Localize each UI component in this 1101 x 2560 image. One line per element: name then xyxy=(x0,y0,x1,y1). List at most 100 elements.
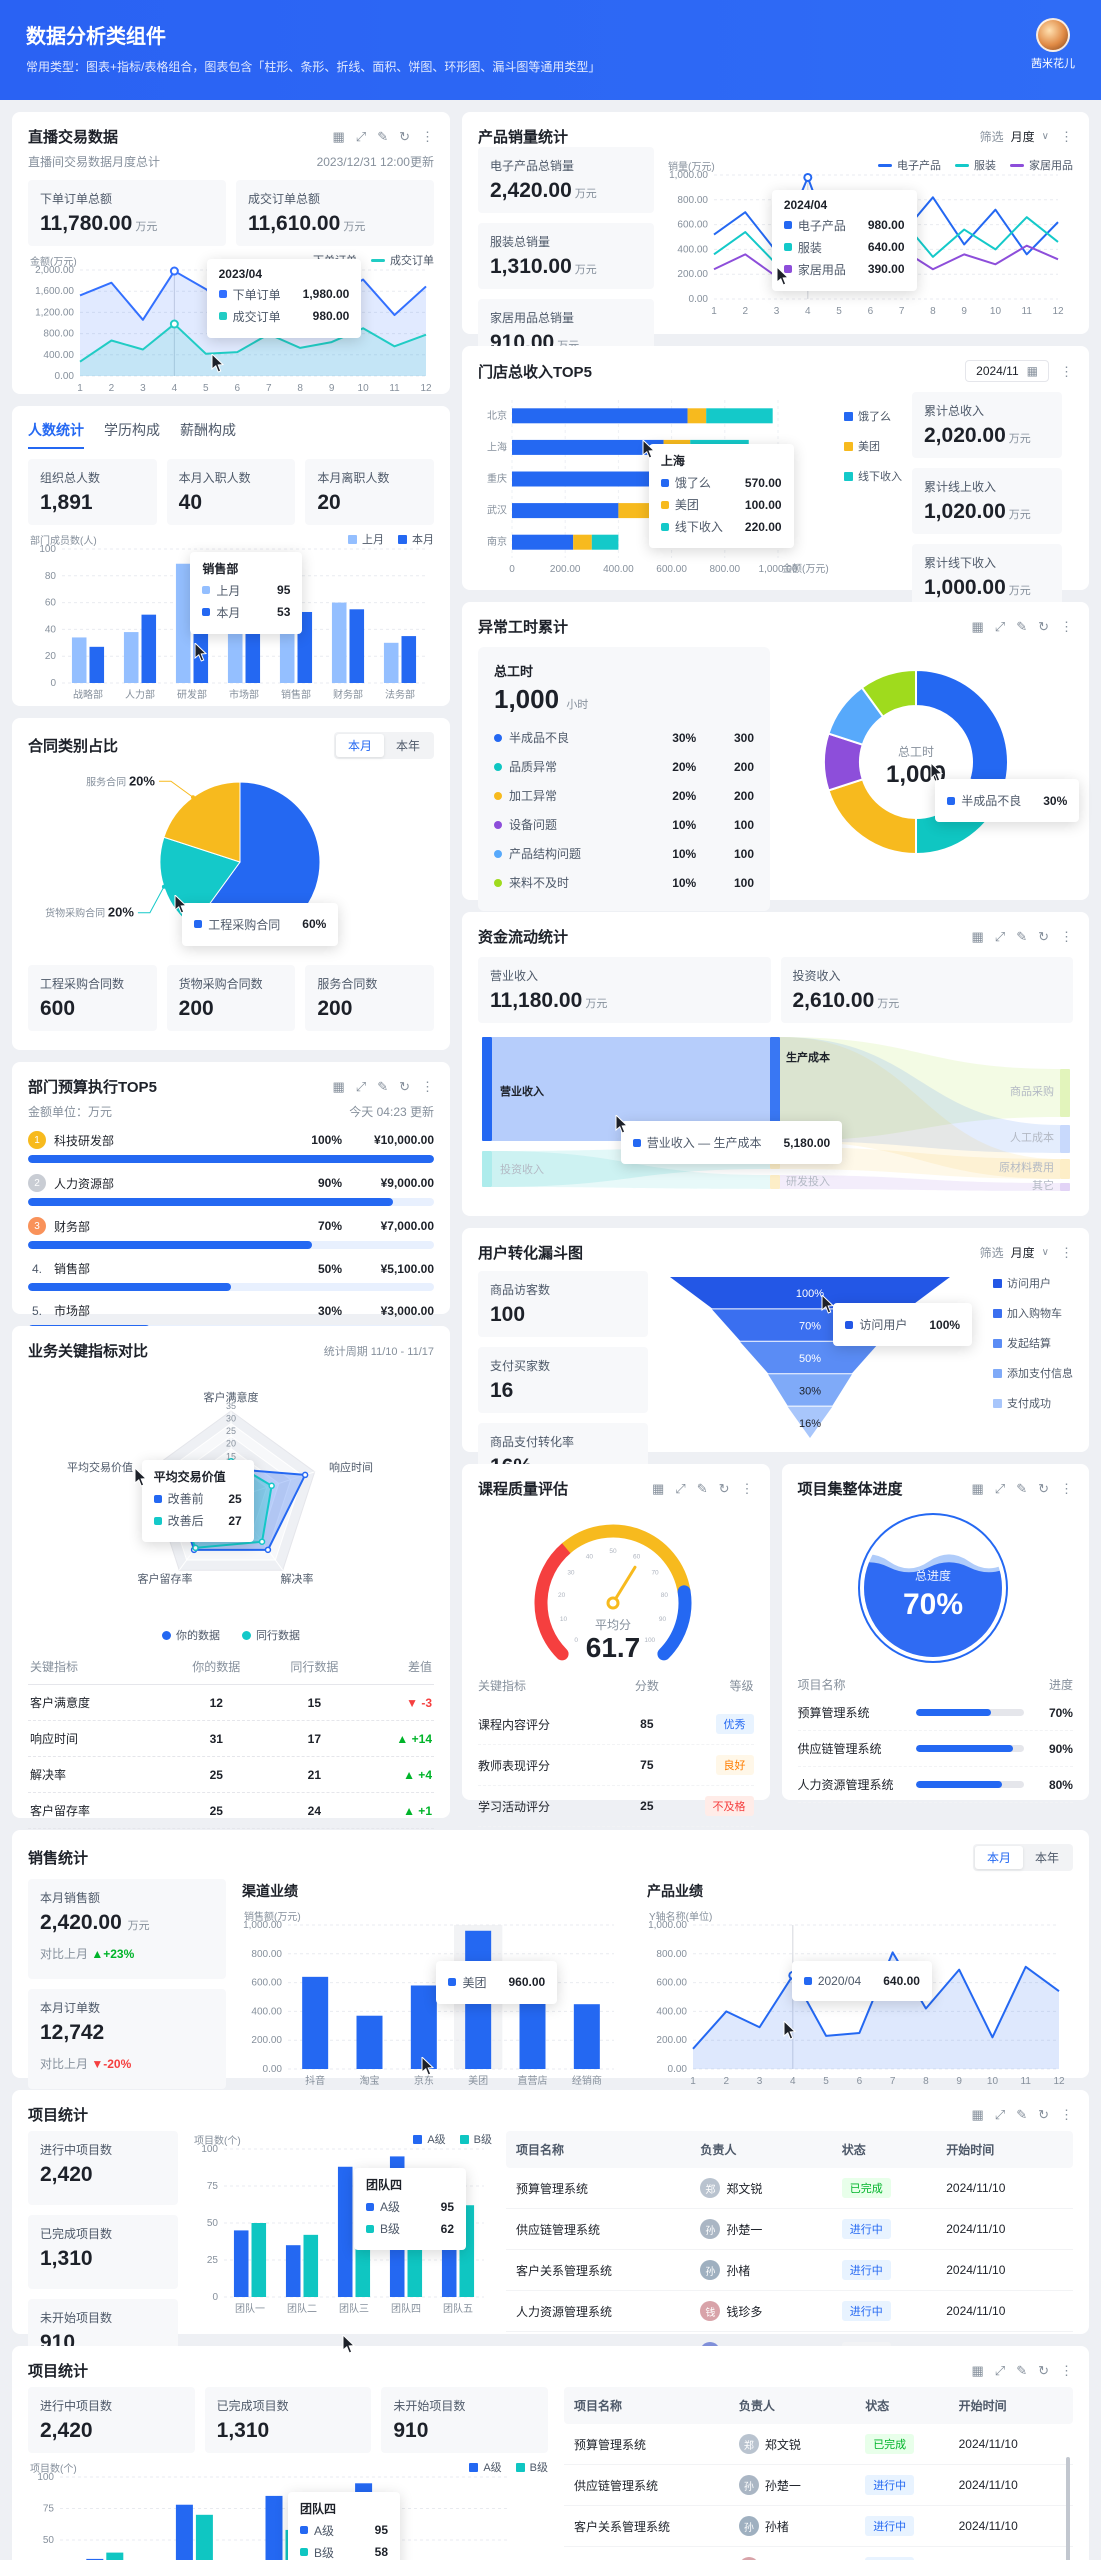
work-item[interactable]: 产品结构问题 10% 100 xyxy=(494,839,754,868)
table-row[interactable]: 客户留存率 25 24 ▲ +1 xyxy=(28,1793,434,1829)
more-icon[interactable]: ⋮ xyxy=(1060,619,1073,634)
product-perf-chart[interactable]: 0.00 200.00 400.00 600.00 800.00 1,000.00 Y轴名称… xyxy=(647,1911,1073,2089)
table-icon[interactable]: ▦ xyxy=(971,929,984,944)
refresh-icon[interactable]: ↻ xyxy=(1038,1481,1049,1496)
more-icon[interactable]: ⋮ xyxy=(421,1079,434,1094)
edit-icon[interactable]: ✎ xyxy=(377,129,389,144)
refresh-icon[interactable]: ↻ xyxy=(1038,619,1049,634)
tab-学历构成[interactable]: 学历构成 xyxy=(104,422,160,438)
budget-row[interactable]: 1 科技研发部 100% ¥10,000.00 xyxy=(28,1131,434,1163)
table-row[interactable]: 预算管理系统郑郑文锐 已完成 2024/11/10 xyxy=(564,2424,1073,2465)
kpi-radar-chart[interactable]: 15 20 25 30 35 客户满意度 响应时间 解决率 客户留存率 平均交易价值 平均交易价值改… xyxy=(28,1371,434,1619)
legend-item[interactable]: B级 xyxy=(515,2459,548,2475)
table-row[interactable]: 课程内容评分 85 优秀 xyxy=(478,1704,754,1745)
more-icon[interactable]: ⋮ xyxy=(1060,929,1073,944)
legend-item[interactable]: 服装 xyxy=(955,157,996,173)
table-row[interactable]: 客户关系管理系统孙孙楮 进行中 2024/11/10 xyxy=(564,2506,1073,2547)
store-income-chart[interactable]: 0 200.00 400.00 600.00 800.00 1,000.00 金额(万元) 北… xyxy=(478,392,834,610)
refresh-icon[interactable]: ↻ xyxy=(1038,2363,1049,2378)
budget-row[interactable]: 4. 销售部 50% ¥5,100.00 xyxy=(28,1260,434,1291)
fullscreen-icon[interactable]: ⤢ xyxy=(994,2363,1006,2378)
legend-item[interactable]: 饿了么 xyxy=(844,408,902,424)
table-icon[interactable]: ▦ xyxy=(971,2363,984,2378)
table-row[interactable]: 客户满意度 12 15 ▼ -3 xyxy=(28,1685,434,1721)
more-icon[interactable]: ⋮ xyxy=(421,129,434,144)
fullscreen-icon[interactable]: ⤢ xyxy=(994,1481,1006,1496)
work-item[interactable]: 来料不及时 10% 100 xyxy=(494,868,754,897)
fullscreen-icon[interactable]: ⤢ xyxy=(994,2107,1006,2122)
legend-item[interactable]: 加入购物车 xyxy=(993,1305,1073,1321)
refresh-icon[interactable]: ↻ xyxy=(1038,2107,1049,2122)
fullscreen-icon[interactable]: ⤢ xyxy=(355,129,367,144)
course-gauge-chart[interactable]: 0 10 20 30 40 50 60 70 80 90 100 平均分 61.7 xyxy=(478,1509,754,1667)
edit-icon[interactable]: ✎ xyxy=(1016,2107,1028,2122)
fullscreen-icon[interactable]: ⤢ xyxy=(994,929,1006,944)
work-item[interactable]: 设备问题 10% 100 xyxy=(494,810,754,839)
fullscreen-icon[interactable]: ⤢ xyxy=(675,1481,686,1496)
refresh-icon[interactable]: ↻ xyxy=(718,1481,730,1496)
team-chart-2[interactable]: 0255075100项目数(个)团队一团队二团队三团队四团队五A级B级团队四A级… xyxy=(28,2462,548,2560)
table-icon[interactable]: ▦ xyxy=(971,619,984,634)
legend-item[interactable]: A级 xyxy=(469,2459,502,2475)
more-icon[interactable]: ⋮ xyxy=(1060,363,1073,379)
legend-item[interactable]: B级 xyxy=(459,2131,492,2147)
edit-icon[interactable]: ✎ xyxy=(377,1079,389,1094)
work-item[interactable]: 品质异常 20% 200 xyxy=(494,752,754,781)
legend-item[interactable]: A级 xyxy=(413,2131,446,2147)
budget-row[interactable]: 3 财务部 70% ¥7,000.00 xyxy=(28,1217,434,1249)
team-chart-1[interactable]: 0 25 50 75 100 项目数(个) 团队一 团队二 团队三 团队四 团队五 A级 B级 团队四 A级… xyxy=(192,2134,492,2373)
channel-chart[interactable]: 0.00 200.00 400.00 600.00 800.00 1,000.00 销售额(… xyxy=(242,1911,631,2089)
table-row[interactable]: 供应链管理系统孙孙楚一 进行中 2024/11/10 xyxy=(564,2465,1073,2506)
funds-sankey-chart[interactable]: 营业收入投资收入生产成本人工费用研发投入商品采购人工成本原材料费用其它营业收入 … xyxy=(478,1033,1073,1191)
table-row[interactable]: 学习活动评分 25 不及格 xyxy=(478,1786,754,1827)
tab-人数统计[interactable]: 人数统计 xyxy=(28,420,84,449)
edit-icon[interactable]: ✎ xyxy=(1016,929,1028,944)
legend-item[interactable]: 访问用户 xyxy=(993,1275,1073,1291)
product-sales-chart[interactable]: 0.00 200.00 400.00 600.00 800.00 1,000.00 销量(万… xyxy=(666,160,1073,365)
legend-item[interactable]: 发起结算 xyxy=(993,1335,1073,1351)
toggle-本年[interactable]: 本年 xyxy=(1034,1851,1059,1865)
live-trade-chart[interactable]: 0.00 400.00 800.00 1,200.00 1,600.00 2,000.00… xyxy=(28,255,434,396)
legend-item[interactable]: 添加支付信息 xyxy=(993,1365,1073,1381)
toggle-本年[interactable]: 本年 xyxy=(395,739,420,753)
more-icon[interactable]: ⋮ xyxy=(1060,129,1073,144)
table-row[interactable]: 供应链管理系统孙孙楚一 进行中 2024/11/10 xyxy=(506,2209,1073,2250)
headcount-chart[interactable]: 0 20 40 60 80 100 部门成员数(人) 战略部 人力部 研发部 市场部 销售部 财务部 法务… xyxy=(28,534,434,703)
table-row[interactable]: 解决率 25 21 ▲ +4 xyxy=(28,1757,434,1793)
edit-icon[interactable]: ✎ xyxy=(1016,2363,1028,2378)
table-icon[interactable]: ▦ xyxy=(332,129,345,144)
more-icon[interactable]: ⋮ xyxy=(1060,2363,1073,2378)
date-picker[interactable]: 2024/11 ▦ xyxy=(965,360,1049,382)
table-row[interactable]: 供应链管理系统 90% xyxy=(797,1731,1073,1767)
legend-item[interactable]: 线下收入 xyxy=(844,468,902,484)
table-icon[interactable]: ▦ xyxy=(651,1481,665,1496)
toggle-本月[interactable]: 本月 xyxy=(335,734,384,757)
edit-icon[interactable]: ✎ xyxy=(1016,619,1028,634)
edit-icon[interactable]: ✎ xyxy=(1016,1481,1028,1496)
legend-item[interactable]: 家居用品 xyxy=(1010,157,1073,173)
budget-row[interactable]: 2 人力资源部 90% ¥9,000.00 xyxy=(28,1174,434,1206)
table-icon[interactable]: ▦ xyxy=(971,1481,984,1496)
table-row[interactable]: 预算管理系统郑郑文锐 已完成 2024/11/10 xyxy=(506,2168,1073,2209)
tab-薪酬构成[interactable]: 薪酬构成 xyxy=(180,422,236,438)
more-icon[interactable]: ⋮ xyxy=(1060,1245,1073,1260)
refresh-icon[interactable]: ↻ xyxy=(399,1079,410,1094)
filter-select[interactable]: 筛选 月度 ∨ xyxy=(979,1245,1049,1260)
legend-item[interactable]: 上月 xyxy=(348,531,384,547)
fullscreen-icon[interactable]: ⤢ xyxy=(994,619,1006,634)
contract-pie-chart[interactable]: 服务合同 20% 货物采购合同 20% 工程采购合同 60% xyxy=(28,769,434,955)
more-icon[interactable]: ⋮ xyxy=(740,1481,754,1496)
table-icon[interactable]: ▦ xyxy=(971,2107,984,2122)
edit-icon[interactable]: ✎ xyxy=(696,1481,708,1496)
work-item[interactable]: 加工异常 20% 200 xyxy=(494,781,754,810)
avatar[interactable] xyxy=(1036,18,1070,52)
legend-item[interactable]: 支付成功 xyxy=(993,1395,1073,1411)
more-icon[interactable]: ⋮ xyxy=(1060,2107,1073,2122)
funnel-chart[interactable]: 100% 70% 50% 30% 16% 访问用户 100% xyxy=(660,1273,981,1489)
table-scrollbar[interactable] xyxy=(1066,2457,1070,2560)
legend-item[interactable]: 成交订单 xyxy=(371,252,434,268)
fullscreen-icon[interactable]: ⤢ xyxy=(355,1079,367,1094)
legend-item[interactable]: 本月 xyxy=(398,531,434,547)
table-row[interactable]: 教师表现评分 75 良好 xyxy=(478,1745,754,1786)
